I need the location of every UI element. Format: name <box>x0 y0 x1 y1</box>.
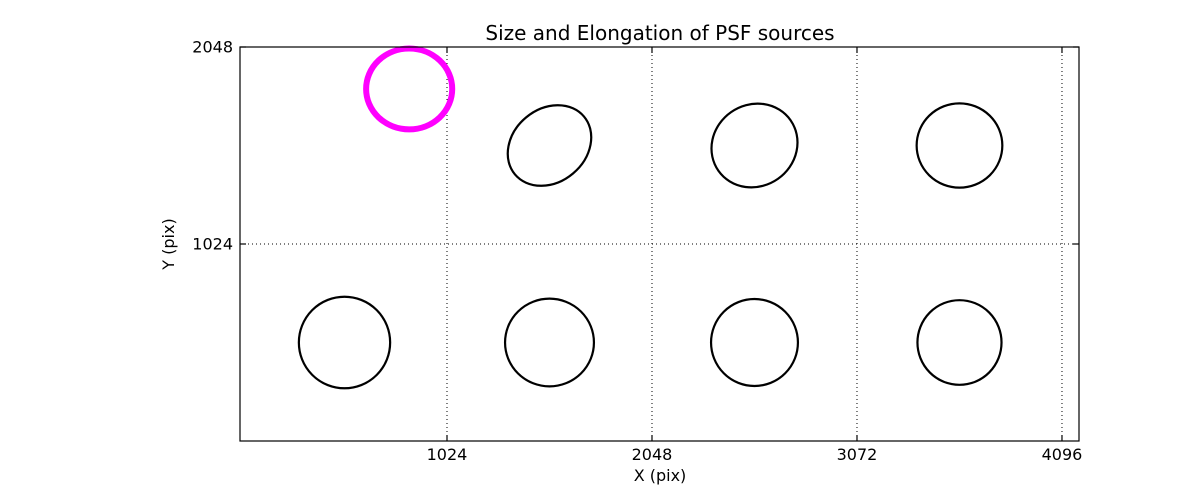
psf-source <box>709 297 800 388</box>
psf-source <box>915 102 1004 189</box>
psf-source <box>710 102 799 189</box>
psf-source <box>297 295 392 390</box>
gridlines <box>240 47 1079 441</box>
tick-labels: 1024 2048 3072 4096 1024 2048 <box>192 38 1082 465</box>
x-tick-label: 2048 <box>632 445 673 464</box>
x-tick-label: 4096 <box>1042 445 1083 464</box>
y-tick-label: 1024 <box>192 235 233 254</box>
x-tick-label: 1024 <box>427 445 468 464</box>
psf-source <box>506 104 593 187</box>
y-tick-label: 2048 <box>192 38 233 57</box>
x-tick-label: 3072 <box>837 445 878 464</box>
y-axis-label: Y (pix) <box>159 218 178 270</box>
chart-title: Size and Elongation of PSF sources <box>485 21 834 45</box>
psf-ellipses <box>297 45 1004 390</box>
tick-marks <box>240 46 1079 441</box>
x-axis-label: X (pix) <box>634 466 687 485</box>
psf-source <box>503 297 596 388</box>
psf-source <box>916 299 1003 386</box>
psf-source-flagged <box>363 45 456 133</box>
